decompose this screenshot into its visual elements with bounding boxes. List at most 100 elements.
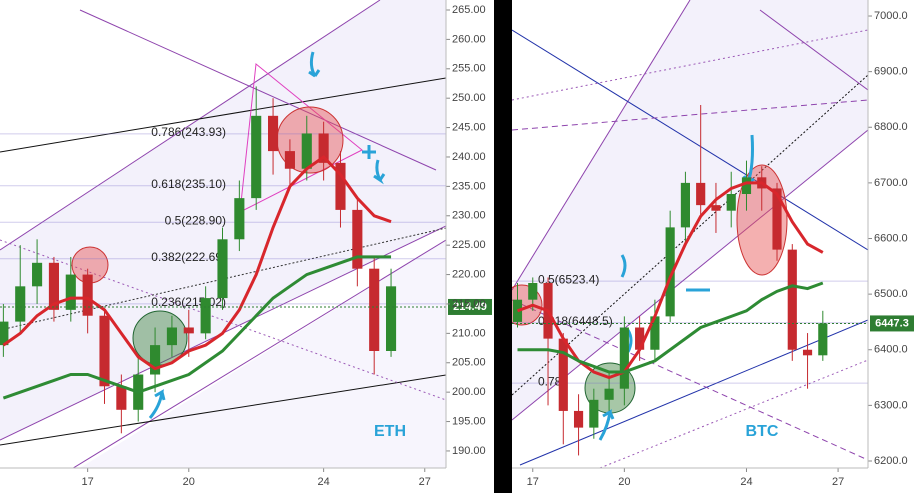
channel-shade [0,0,446,440]
candle-body [268,115,279,152]
y-tick-label: 195.00 [452,415,486,427]
candle-body [665,227,675,317]
candle-body [818,323,828,356]
candle-body [65,274,76,310]
y-tick-label: 6200.0 [874,455,908,467]
y-tick-label: 210.00 [452,327,486,339]
arrow [308,51,321,78]
candle-body [696,182,706,206]
candle-body [528,283,538,300]
x-tick-label: 20 [183,476,195,488]
candle-body [99,315,110,387]
candle-body [711,205,721,211]
candle-body [680,182,690,228]
x-tick-label: 17 [82,476,94,488]
candle-body [0,321,9,346]
last-price-tag [448,298,492,315]
y-tick-label: 215.00 [452,298,486,310]
y-tick-label: 225.00 [452,239,486,251]
moving-average [2,255,392,400]
trend-line [512,0,691,291]
trend-line [599,359,868,468]
y-tick-label: 260.00 [452,33,486,45]
trend-line [0,77,446,153]
moving-average [2,155,392,371]
y-tick-label: 245.00 [452,121,486,133]
trend-line [512,129,868,421]
y-tick-label: 6300.0 [874,399,908,411]
trend-line [79,9,437,171]
trend-line [519,319,868,466]
plot-area: 0.786(243.93) 0.618(235.10) 0.5(228.90) 0.3… [0,86,446,434]
y-tick-label: 235.00 [452,180,486,192]
candle-body [335,162,346,210]
y-tick-label: 230.00 [452,210,486,222]
y-tick-label: 6600.0 [874,232,908,244]
moving-average [516,181,824,380]
candle-body [234,198,245,240]
symbol-label: ETH [374,423,406,440]
fib-label: 0.786(243.93) [151,125,226,139]
last-price-label: 6447.3 [875,317,909,329]
trend-line [72,239,446,468]
candle-body [284,151,295,169]
y-tick-label: 7000.0 [874,10,908,22]
candle-body [116,386,127,410]
candle-body [772,188,782,250]
candle-body [15,286,26,322]
y-tick-label: 6400.0 [874,344,908,356]
candle-body [166,327,177,346]
fib-label: 0.382(222.69) [151,250,226,264]
candle-body [82,274,93,316]
candle-body [318,133,329,163]
eth-drawings [0,0,446,468]
candle-body [369,268,380,351]
candle-body [741,177,752,195]
fib-label: 0.5(6523.4) [538,272,599,286]
candle-body [558,338,568,411]
candle-body [251,115,262,199]
x-tick-label: 24 [740,476,752,488]
candle-body [385,286,397,351]
trend-line [759,9,868,91]
y-tick-label: 265.00 [452,4,486,16]
candle-body [183,327,194,334]
candle-body [48,262,59,310]
y-tick-label: 200.00 [452,386,486,398]
candle-body [32,262,43,287]
x-tick-label: 20 [618,476,630,488]
y-tick-label: 220.00 [452,268,486,280]
channel-shade [80,240,446,468]
candle-body [787,249,797,350]
y-tick-label: 255.00 [452,63,486,75]
moving-average [517,281,824,374]
arrow [373,159,386,185]
trend-line [512,29,868,101]
last-price-tag [870,315,914,332]
candle-body [604,388,614,400]
candle-body [301,133,312,169]
y-tick-label: 240.00 [452,151,486,163]
arrow [148,389,166,419]
y-tick-label: 205.00 [452,357,486,369]
y-tick-label: 6500.0 [874,288,908,300]
candle-body [352,209,363,269]
candle-body [573,410,584,428]
x-tick-label: 27 [832,476,844,488]
y-tick-label: 250.00 [452,92,486,104]
candle-body [726,194,736,211]
fib-label: 0.618(235.10) [151,177,226,191]
fib-label: 0.5(228.90) [165,213,226,227]
candle-body [589,399,599,428]
candle-body [200,298,211,334]
trend-line [0,239,446,401]
symbol-label: BTC [746,423,779,440]
divider [494,0,512,493]
y-tick-label: 6800.0 [874,121,908,133]
trend-line [512,299,868,461]
y-tick-label: 190.00 [452,445,486,457]
last-price-label: 214.49 [453,301,487,313]
arrow [598,409,615,441]
